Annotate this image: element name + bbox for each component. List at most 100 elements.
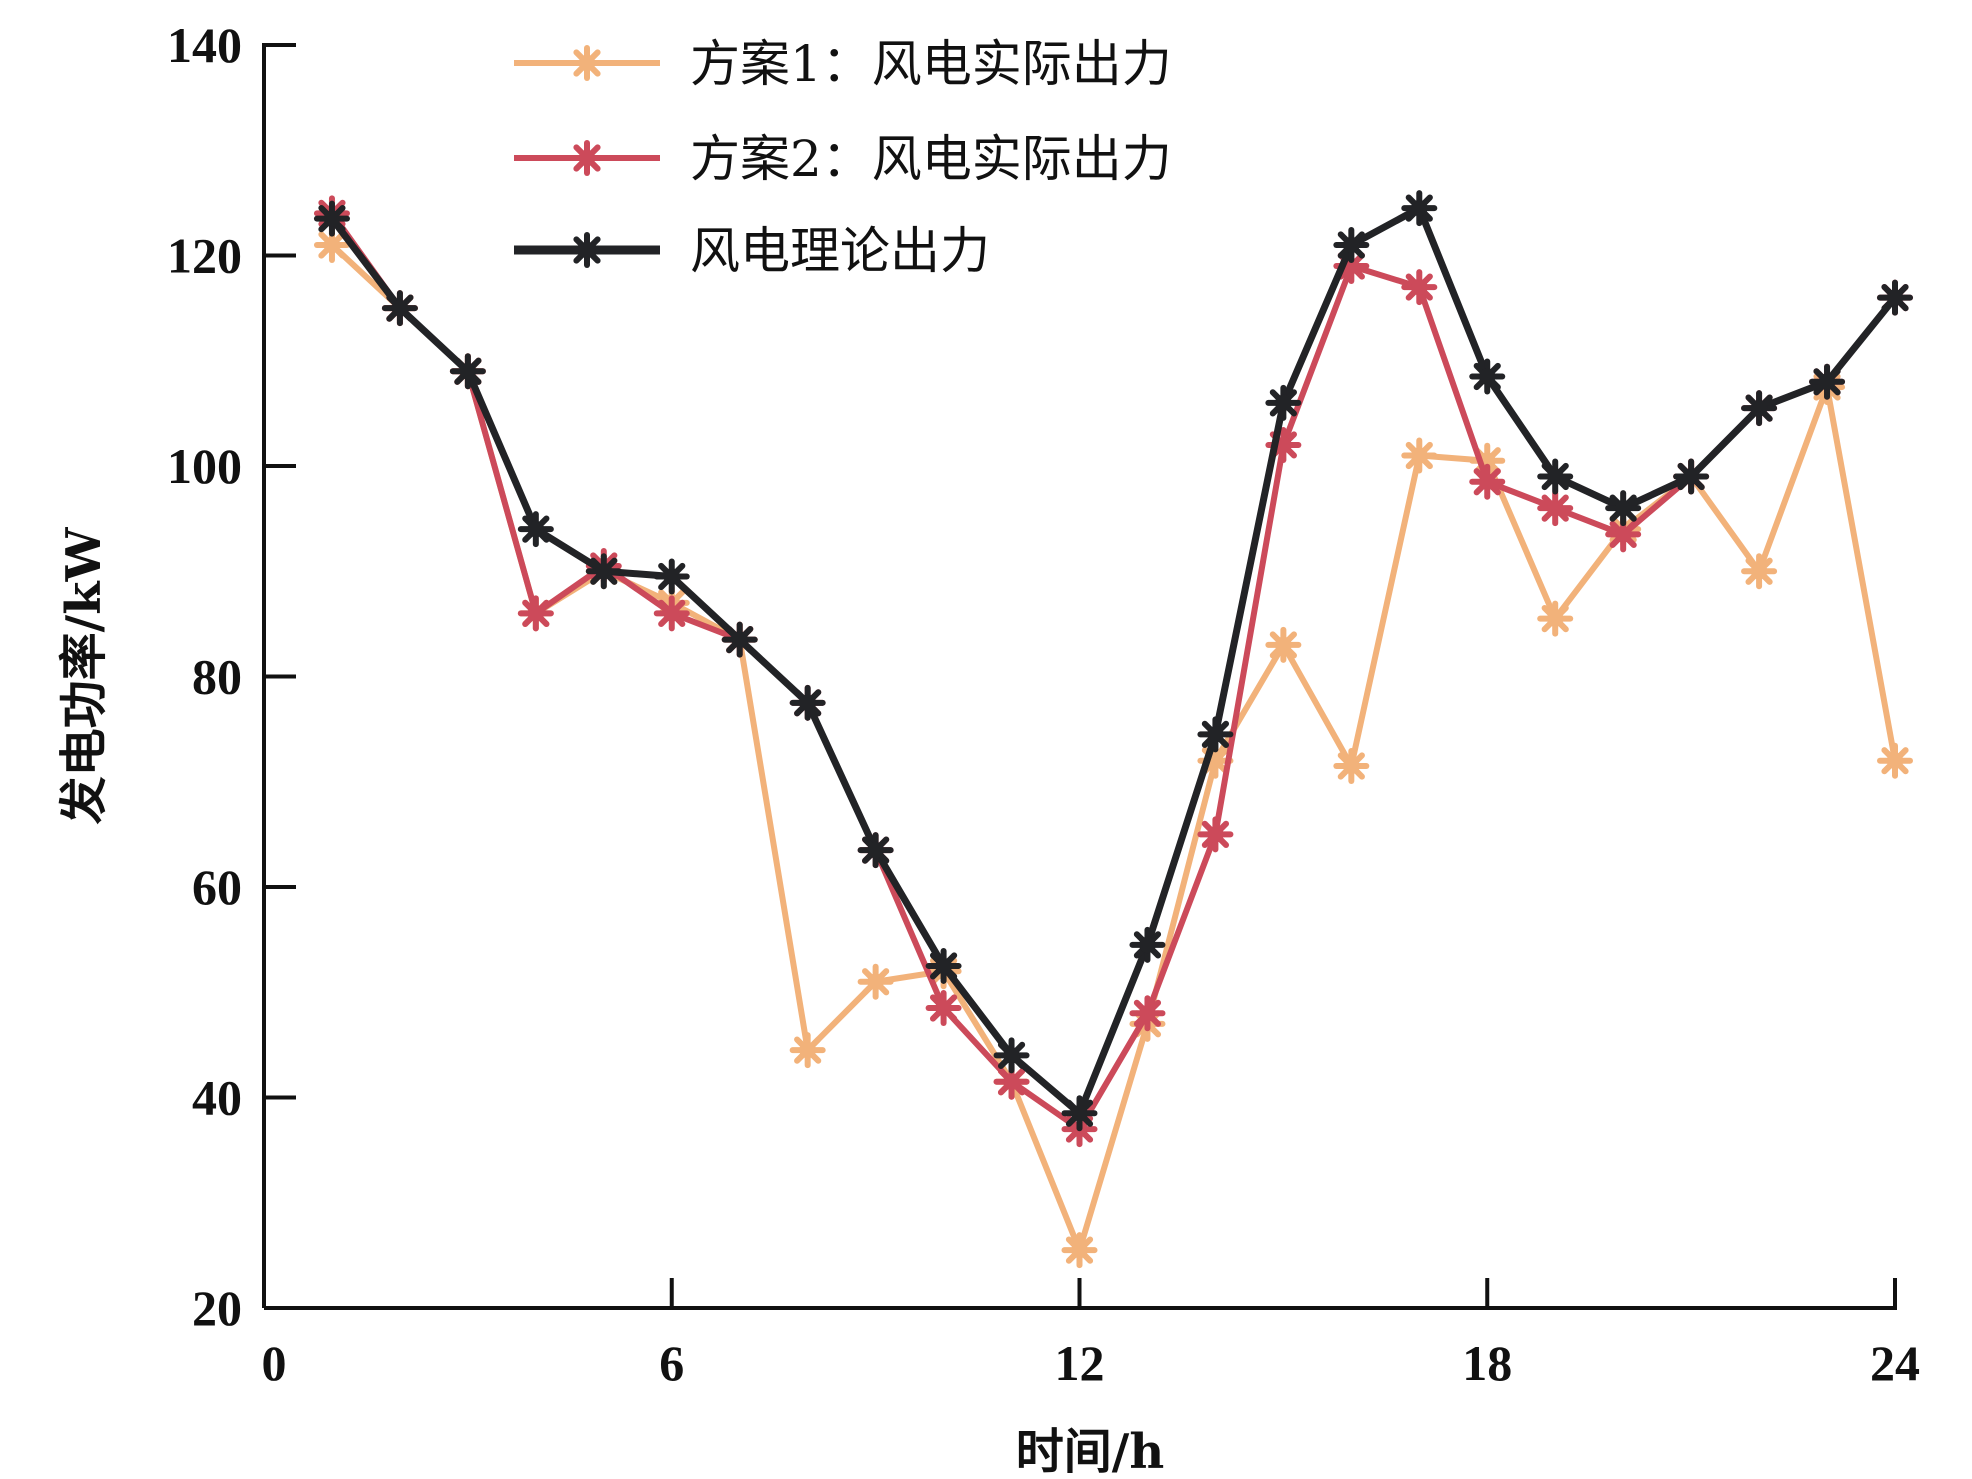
data-point	[1877, 279, 1913, 316]
data-point	[1333, 226, 1370, 263]
data-point	[925, 990, 962, 1027]
series-line	[329, 211, 1898, 1133]
y-tick-label: 20	[192, 1280, 242, 1336]
marker-core	[935, 999, 952, 1017]
x-tick-label: 18	[1462, 1335, 1512, 1391]
series-1	[313, 226, 1913, 1269]
axes: 20 40 60 80 100 120 140 0 6 12 18 24	[167, 17, 1920, 1391]
data-point	[1129, 995, 1166, 1032]
data-point	[993, 1037, 1030, 1074]
data-point	[721, 621, 758, 658]
data-point	[925, 947, 962, 984]
data-point	[789, 1032, 826, 1069]
marker-core	[459, 363, 477, 380]
marker-core	[867, 973, 884, 990]
data-point	[1469, 463, 1506, 500]
marker-core	[1818, 373, 1836, 391]
data-point	[1401, 437, 1438, 474]
data-point	[1877, 742, 1913, 779]
data-point	[1197, 816, 1234, 853]
data-point	[1061, 1232, 1098, 1269]
marker-core	[1071, 1241, 1088, 1259]
y-tick-label: 80	[192, 649, 242, 705]
data-point	[1809, 363, 1846, 400]
marker-core	[663, 568, 680, 585]
data-point	[653, 595, 690, 632]
data-point	[313, 200, 350, 237]
marker-core	[1546, 610, 1564, 627]
marker-core	[1207, 726, 1224, 743]
marker-core	[1750, 399, 1768, 417]
data-point	[585, 553, 622, 590]
marker-core	[1003, 1073, 1020, 1090]
data-point	[1265, 626, 1302, 663]
data-point	[1741, 390, 1778, 427]
x-tick-label: 6	[659, 1335, 684, 1391]
y-tick-label: 120	[167, 228, 242, 284]
data-point	[1401, 190, 1438, 227]
marker-core	[527, 520, 545, 538]
marker-core	[867, 841, 884, 859]
y-tick-label: 40	[192, 1070, 242, 1126]
marker-core	[323, 210, 341, 227]
data-point	[993, 1063, 1030, 1100]
data-point	[857, 963, 894, 1000]
y-tick-label: 60	[192, 859, 242, 915]
data-point	[857, 832, 894, 869]
data-point	[1537, 600, 1574, 637]
marker-core	[578, 149, 596, 167]
x-axis-label: 时间/h	[1016, 1424, 1164, 1479]
marker-core	[578, 241, 596, 259]
series-line	[329, 204, 1898, 1117]
legend-marker	[569, 232, 605, 268]
marker-core	[1343, 757, 1360, 775]
marker-core	[527, 605, 545, 622]
marker-core	[935, 957, 952, 975]
marker-core	[663, 605, 680, 622]
marker-core	[1343, 236, 1360, 254]
marker-core	[1275, 436, 1292, 454]
marker-core	[1479, 368, 1496, 385]
series-line	[329, 242, 1898, 1254]
marker-core	[1275, 636, 1292, 654]
marker-core	[1479, 473, 1496, 491]
series-group	[313, 190, 1913, 1269]
marker-core	[1546, 499, 1564, 517]
series-3	[313, 190, 1913, 1132]
legend-entry-3: 风电理论出力	[514, 222, 990, 280]
legend-marker	[569, 140, 605, 176]
data-point	[1333, 248, 1370, 285]
legend-entry-1: 方案1：风电实际出力	[514, 35, 1172, 93]
data-point	[1129, 926, 1166, 963]
marker-core	[1071, 1105, 1088, 1122]
marker-core	[578, 54, 596, 72]
marker-core	[1886, 289, 1904, 306]
legend-label: 风电理论出力	[690, 222, 990, 280]
marker-core	[595, 563, 613, 580]
marker-core	[1750, 563, 1768, 580]
marker-core	[391, 299, 409, 317]
data-point	[1605, 490, 1642, 527]
marker-core	[1886, 752, 1904, 769]
x-tick-label: 12	[1055, 1335, 1105, 1391]
series-2	[313, 195, 1913, 1148]
marker-core	[1614, 526, 1632, 543]
marker-core	[1411, 447, 1428, 464]
legend-entry-2: 方案2：风电实际出力	[514, 130, 1172, 188]
x-tick-label: 0	[262, 1335, 287, 1391]
marker-core	[1411, 278, 1428, 296]
legend-label: 方案1：风电实际出力	[690, 35, 1172, 93]
data-point	[1537, 458, 1574, 495]
marker-core	[1546, 468, 1564, 485]
data-point	[381, 290, 418, 327]
data-point	[517, 595, 554, 632]
data-point	[653, 558, 690, 595]
marker-core	[323, 236, 341, 254]
data-point	[789, 684, 826, 721]
data-point	[1197, 716, 1234, 753]
marker-core	[1411, 199, 1428, 217]
data-point	[449, 353, 486, 390]
data-point	[1537, 490, 1574, 527]
